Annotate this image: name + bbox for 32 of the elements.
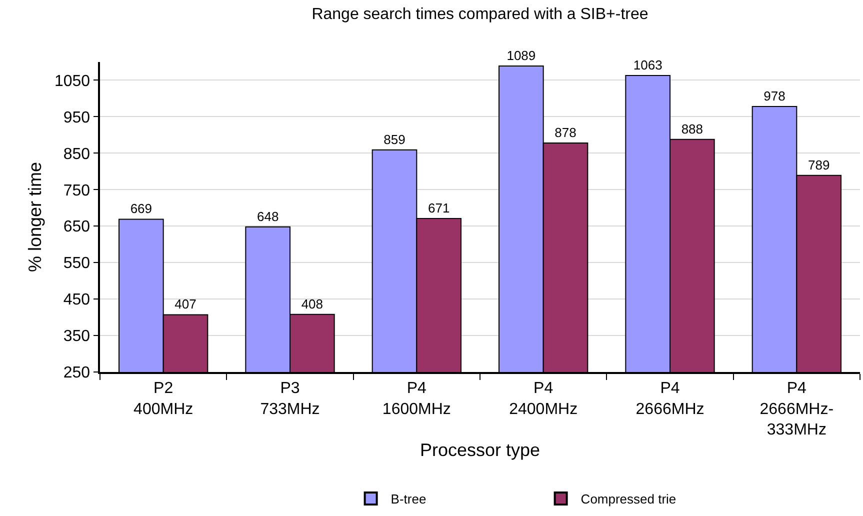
x-tick-label: P3 733MHz [260, 380, 320, 418]
y-tick-label: 850 [63, 146, 90, 163]
y-axis-title: % longer time [25, 162, 46, 272]
data-label: 1063 [633, 57, 662, 72]
y-tick-label: 550 [63, 255, 90, 272]
data-label: 408 [301, 296, 324, 312]
data-label: 789 [808, 157, 830, 172]
data-label: 1089 [506, 48, 536, 64]
chart-title: Range search times compared with a SIB+-tree [312, 6, 648, 23]
data-label: 648 [256, 208, 279, 224]
y-tick-label: 250 [63, 364, 90, 382]
y-tick-label: 450 [63, 292, 90, 309]
data-label: 669 [130, 201, 152, 216]
y-tick-label: 950 [63, 109, 90, 126]
y-tick-label: 350 [63, 328, 90, 346]
data-label: 859 [384, 132, 406, 147]
data-label: 878 [554, 124, 576, 140]
x-tick-label: P4 2400MHz [509, 380, 578, 418]
data-label: 671 [428, 200, 450, 216]
y-tick-label: 1050 [54, 72, 90, 90]
data-label: 978 [764, 88, 786, 104]
legend-label: Compressed trie [580, 492, 676, 507]
x-tick-label: P4 1600MHz [382, 380, 451, 418]
data-label: 407 [174, 296, 196, 312]
y-tick-label: 750 [63, 182, 90, 200]
x-tick-label: P4 2666MHz [636, 380, 704, 418]
data-label: 888 [681, 121, 704, 136]
y-tick-label: 650 [63, 218, 90, 236]
x-tick-label: P4 2666MHz- 333MHz [760, 380, 834, 439]
legend-label: B-tree [390, 492, 426, 507]
x-tick-label: P2 400MHz [134, 380, 194, 418]
x-axis-title: Processor type [420, 440, 540, 460]
